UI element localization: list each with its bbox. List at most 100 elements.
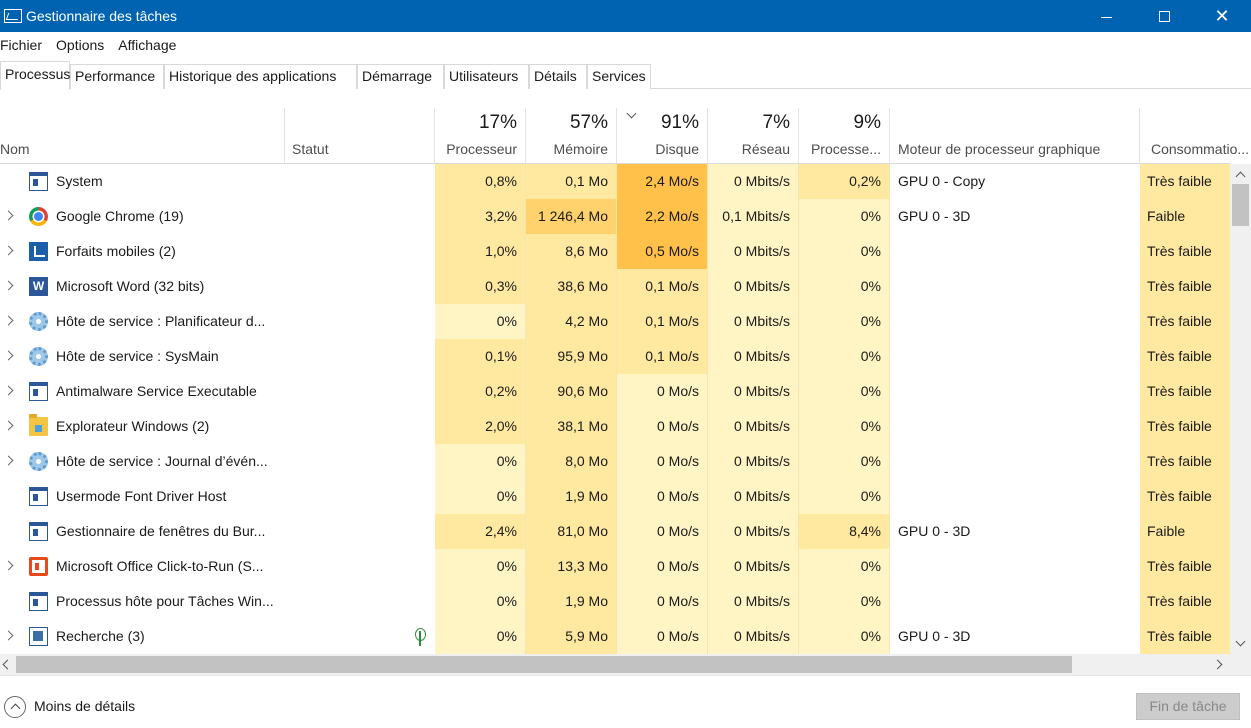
table-row[interactable]: Forfaits mobiles (2) 1,0% 8,6 Mo 0,5 Mo/s 0 …	[0, 234, 1230, 269]
column-memory[interactable]: 57% Mémoire	[526, 108, 617, 164]
cell-network: 0 Mbits/s	[708, 444, 799, 479]
table-row[interactable]: Recherche (3) 0% 5,9 Mo 0 Mo/s 0 Mbits/s 0% GP…	[0, 619, 1230, 654]
chevron-right-icon[interactable]	[3, 385, 14, 396]
cell-cpu: 0%	[435, 619, 526, 654]
tab-services[interactable]: Services	[587, 64, 651, 89]
cell-gpu: 0%	[799, 304, 890, 339]
footer: Moins de détails Fin de tâche	[0, 675, 1251, 728]
column-cpu-pct: 17%	[478, 112, 517, 133]
table-row[interactable]: Hôte de service : Planificateur d... 0% 4,…	[0, 304, 1230, 339]
cell-gpu: 0%	[799, 409, 890, 444]
scroll-down-icon[interactable]	[1235, 636, 1246, 647]
chevron-right-icon[interactable]	[3, 210, 14, 221]
table-row[interactable]: Hôte de service : Journal d’évén... 0% 8,0…	[0, 444, 1230, 479]
scroll-up-icon[interactable]	[1235, 171, 1246, 182]
cell-power: Très faible	[1140, 164, 1230, 199]
cell-gpu: 0%	[799, 584, 890, 619]
column-gpu[interactable]: 9% Processe...	[799, 108, 890, 164]
close-button[interactable]: ✕	[1193, 0, 1251, 32]
menu-fichier[interactable]: Fichier	[0, 37, 43, 53]
column-gpu-engine[interactable]: Moteur de processeur graphique	[890, 108, 1140, 164]
table-row[interactable]: System 0,8% 0,1 Mo 2,4 Mo/s 0 Mbits/s 0,2% GPU…	[0, 164, 1230, 199]
table-row[interactable]: Google Chrome (19) 3,2% 1 246,4 Mo 2,2 Mo/s…	[0, 199, 1230, 234]
cell-gpu-engine	[890, 444, 1140, 479]
less-details-link[interactable]: Moins de détails	[34, 698, 136, 714]
cell-disk: 0,5 Mo/s	[617, 234, 708, 269]
cell-disk: 0,1 Mo/s	[617, 339, 708, 374]
column-disk[interactable]: 91% Disque	[617, 108, 708, 164]
chevron-up-icon[interactable]	[4, 696, 26, 718]
menu-affichage[interactable]: Affichage	[118, 37, 177, 53]
cell-gpu-engine: GPU 0 - Copy	[898, 173, 986, 189]
chevron-right-icon[interactable]	[3, 630, 14, 641]
tab-demarrage[interactable]: Démarrage	[357, 64, 444, 89]
table-row[interactable]: Processus hôte pour Tâches Win... 0% 1,9 M…	[0, 584, 1230, 619]
cell-memory: 8,6 Mo	[526, 234, 617, 269]
cell-memory: 0,1 Mo	[526, 164, 617, 199]
cell-memory: 1,9 Mo	[526, 479, 617, 514]
column-network[interactable]: 7% Réseau	[708, 108, 799, 164]
table-row[interactable]: Antimalware Service Executable 0,2% 90,6 M…	[0, 374, 1230, 409]
scroll-left-icon[interactable]	[2, 659, 13, 670]
table-row[interactable]: Microsoft Office Click-to-Run (S... 0% 13,…	[0, 549, 1230, 584]
cell-network: 0 Mbits/s	[708, 164, 799, 199]
tab-processus[interactable]: Processus	[0, 61, 70, 90]
column-power[interactable]: Consommatio...	[1140, 108, 1250, 164]
tab-details[interactable]: Détails	[529, 64, 587, 89]
table-row[interactable]: Gestionnaire de fenêtres du Bur... 2,4% 81…	[0, 514, 1230, 549]
chevron-right-icon[interactable]	[3, 245, 14, 256]
menu-options[interactable]: Options	[56, 37, 105, 53]
cell-gpu-engine	[890, 409, 1140, 444]
cell-power: Très faible	[1140, 409, 1230, 444]
tab-utilisateurs[interactable]: Utilisateurs	[444, 64, 529, 89]
chevron-right-icon[interactable]	[3, 560, 14, 571]
chevron-right-icon[interactable]	[3, 420, 14, 431]
maximize-button[interactable]	[1135, 0, 1193, 32]
column-cpu[interactable]: 17% Processeur	[435, 108, 526, 164]
chevron-right-icon[interactable]	[3, 280, 14, 291]
cell-gpu: 0%	[799, 619, 890, 654]
window-icon	[29, 172, 48, 191]
cell-cpu: 0,8%	[435, 164, 526, 199]
horizontal-scrollbar[interactable]	[0, 654, 1230, 675]
cell-gpu-engine	[890, 479, 1140, 514]
column-disk-pct: 91%	[660, 112, 699, 133]
end-task-button[interactable]: Fin de tâche	[1136, 693, 1240, 720]
cell-memory: 81,0 Mo	[526, 514, 617, 549]
minimize-button[interactable]	[1077, 0, 1135, 32]
folder-icon	[29, 414, 48, 436]
chevron-right-icon[interactable]	[3, 455, 14, 466]
cell-gpu: 0,2%	[799, 164, 890, 199]
scroll-right-icon[interactable]	[1212, 659, 1223, 670]
tab-performance[interactable]: Performance	[70, 64, 164, 89]
table-row[interactable]: Hôte de service : SysMain 0,1% 95,9 Mo 0,1 …	[0, 339, 1230, 374]
chrome-icon	[29, 207, 48, 226]
cell-network: 0 Mbits/s	[708, 409, 799, 444]
process-name: Usermode Font Driver Host	[56, 488, 227, 504]
cell-network: 0 Mbits/s	[708, 374, 799, 409]
chevron-right-icon[interactable]	[3, 350, 14, 361]
table-row[interactable]: W Microsoft Word (32 bits) 0,3% 38,6 Mo 0,1 …	[0, 269, 1230, 304]
process-name: Gestionnaire de fenêtres du Bur...	[56, 523, 266, 539]
horizontal-scroll-thumb[interactable]	[16, 656, 1072, 673]
column-status[interactable]: Statut	[285, 108, 435, 164]
vertical-scroll-thumb[interactable]	[1232, 184, 1249, 226]
cell-memory: 90,6 Mo	[526, 374, 617, 409]
process-name: Antimalware Service Executable	[56, 383, 257, 399]
cell-cpu: 0%	[435, 584, 526, 619]
vertical-scrollbar[interactable]	[1230, 164, 1251, 654]
chevron-right-icon[interactable]	[3, 315, 14, 326]
cell-network: 0 Mbits/s	[708, 234, 799, 269]
cell-memory: 95,9 Mo	[526, 339, 617, 374]
cell-network: 0 Mbits/s	[708, 514, 799, 549]
table-row[interactable]: Explorateur Windows (2) 2,0% 38,1 Mo 0 Mo/s…	[0, 409, 1230, 444]
cell-power: Faible	[1140, 199, 1230, 234]
cell-disk: 0 Mo/s	[617, 619, 708, 654]
table-row[interactable]: Usermode Font Driver Host 0% 1,9 Mo 0 Mo/s 0…	[0, 479, 1230, 514]
column-name[interactable]: Nom	[0, 108, 285, 164]
tab-historique[interactable]: Historique des applications	[164, 64, 357, 89]
word-icon: W	[29, 277, 48, 296]
process-name: Hôte de service : Journal d’évén...	[56, 453, 268, 469]
cell-gpu-engine: GPU 0 - 3D	[898, 523, 971, 539]
cell-power: Faible	[1140, 514, 1230, 549]
